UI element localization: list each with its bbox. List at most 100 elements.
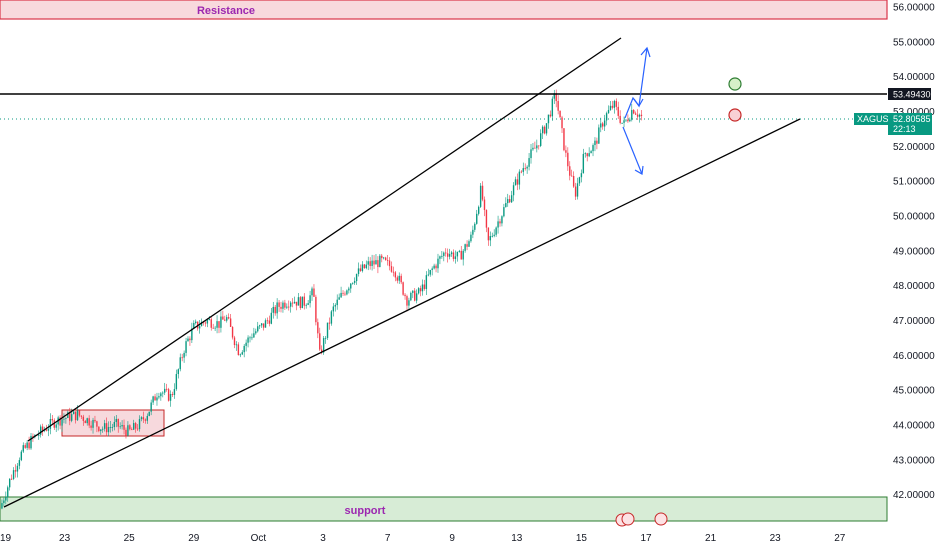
candle-body <box>485 210 488 228</box>
candle-body <box>600 123 602 128</box>
candle-body <box>365 264 367 269</box>
candle-body <box>584 153 586 155</box>
current-price-value: 52.80585 <box>893 114 931 124</box>
candle-body <box>383 257 385 259</box>
candle-body <box>72 411 75 415</box>
candle-body <box>121 425 123 427</box>
candle-body <box>596 140 598 144</box>
event-flag-icon[interactable] <box>615 512 668 527</box>
candle-body <box>625 119 627 121</box>
candle-body <box>173 389 176 395</box>
candle-body <box>214 327 216 329</box>
candle-body <box>266 320 269 322</box>
candle-body <box>373 260 375 265</box>
candle-body <box>512 185 515 196</box>
candle-body <box>51 419 54 421</box>
candle-body <box>602 123 604 127</box>
candle-body <box>534 147 536 149</box>
candle-body <box>392 271 395 273</box>
candle-body <box>324 337 327 339</box>
candle-body <box>1 503 3 509</box>
candle-body <box>437 258 439 269</box>
candle-body <box>574 186 577 197</box>
candle-body <box>621 122 623 124</box>
channel-lower-line[interactable] <box>3 118 801 508</box>
candle-body <box>39 426 42 435</box>
candle-body <box>133 423 135 430</box>
candle-body <box>350 283 352 289</box>
candle-body <box>127 425 129 436</box>
level-price-tag-text: 53.49430 <box>893 90 931 100</box>
bullish-projection-arrow[interactable] <box>624 46 651 119</box>
candle-body <box>100 429 102 432</box>
candle-body <box>138 419 141 430</box>
candle-body <box>115 418 117 422</box>
candle-body <box>206 319 209 324</box>
price-axis-tick: 46.00000 <box>893 351 935 362</box>
candle-body <box>24 445 26 448</box>
candle-body <box>144 419 147 421</box>
candle-body <box>305 304 307 306</box>
candle-body <box>394 272 397 278</box>
candle-body <box>421 284 424 292</box>
green-circle-marker[interactable] <box>728 77 742 91</box>
candle-body <box>295 301 298 306</box>
candle-body <box>41 426 44 431</box>
candle-body <box>113 421 116 428</box>
candle-body <box>69 412 71 421</box>
price-axis[interactable]: 42.00000 43.00000 44.00000 45.00000 46.00000… <box>893 3 935 502</box>
candle-body <box>545 123 548 134</box>
candle-body <box>384 257 387 261</box>
candle-body <box>369 261 371 266</box>
candle-body <box>613 100 616 108</box>
candle-body <box>63 418 65 420</box>
candle-body <box>264 320 267 328</box>
candle-body <box>605 113 608 121</box>
candle-body <box>210 319 212 328</box>
time-axis[interactable]: 19 23 25 29 Oct 3 7 9 13 15 17 21 23 27 <box>0 533 846 544</box>
candle-body <box>65 418 67 419</box>
channel-upper-line[interactable] <box>27 37 622 442</box>
candle-body <box>565 150 567 153</box>
candle-body <box>84 420 86 424</box>
candle-body <box>474 223 476 230</box>
candle-body <box>152 396 154 403</box>
red-circle-marker[interactable] <box>728 108 742 122</box>
candle-body <box>191 328 193 341</box>
candle-body <box>406 296 408 306</box>
time-axis-tick: 27 <box>834 533 846 544</box>
candle-body <box>183 352 185 358</box>
bearish-projection-arrow[interactable] <box>622 126 644 175</box>
candle-body <box>571 175 573 177</box>
candle-body <box>86 418 88 424</box>
candle-body <box>538 145 540 147</box>
candle-body <box>7 487 9 497</box>
candle-body <box>165 388 168 390</box>
candle-body <box>136 428 139 430</box>
candle-body <box>503 207 505 217</box>
candle-body <box>640 114 643 116</box>
candle-body <box>253 333 255 338</box>
candle-body <box>489 236 492 241</box>
support-zone[interactable] <box>0 496 888 522</box>
candle-body <box>576 183 579 197</box>
price-axis-tick: 51.00000 <box>893 177 935 188</box>
candle-body <box>468 241 470 247</box>
candle-body <box>493 234 495 236</box>
candle-body <box>80 415 83 417</box>
candle-body <box>5 496 7 501</box>
candle-body <box>169 394 172 401</box>
candle-body <box>274 306 276 314</box>
candle-body <box>76 410 79 421</box>
candle-body <box>555 93 557 102</box>
candle-body <box>297 297 300 306</box>
candle-body <box>282 302 284 309</box>
resistance-zone[interactable] <box>0 0 888 20</box>
candle-body <box>233 337 236 346</box>
price-axis-tick: 49.00000 <box>893 246 935 257</box>
candle-body <box>470 234 472 242</box>
time-axis-tick: 23 <box>770 533 782 544</box>
price-axis-tick: 47.00000 <box>893 316 935 327</box>
time-axis-tick: 25 <box>124 533 136 544</box>
candle-body <box>67 412 69 419</box>
